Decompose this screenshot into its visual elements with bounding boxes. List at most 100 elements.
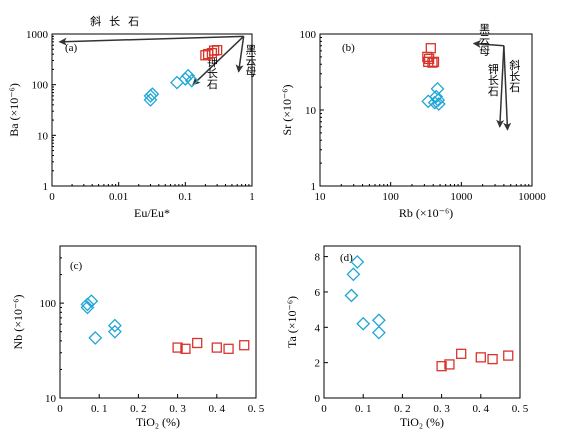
- panel-c-label: (c): [70, 260, 83, 272]
- panel-a-y-axis-label: Ba (×10⁻⁶): [7, 83, 21, 137]
- square-point: [456, 348, 467, 359]
- vector-label: 钾长石: [205, 55, 218, 89]
- square-point: [192, 337, 203, 349]
- y-tick-label: 4: [315, 322, 321, 334]
- diamond-point: [431, 93, 446, 108]
- y-tick-label: 8: [315, 252, 321, 264]
- panel-d-frame: [323, 245, 521, 399]
- panel-a-ticks: 0 0.01 0.1 1 1 10 100 1000: [26, 29, 255, 203]
- square-point: [208, 45, 220, 56]
- diamond-point: [350, 254, 365, 269]
- diamond-point: [145, 87, 160, 102]
- panel-a-frame: [51, 33, 253, 187]
- x-tick-label: 0. 1: [91, 403, 108, 415]
- x-tick-label: 1: [249, 191, 255, 203]
- panel-c-x-axis-label: TiO₂ (%): [136, 415, 180, 429]
- y-tick-label: 2: [315, 358, 321, 370]
- vector-arrow: [58, 35, 244, 46]
- x-tick-label: 0: [49, 191, 55, 203]
- vector-label: 钾长石: [486, 62, 499, 96]
- x-tick-label: 0.1: [178, 191, 192, 203]
- x-tick-label: 0. 4: [473, 403, 490, 415]
- square-point: [211, 342, 222, 353]
- square-point: [436, 361, 447, 372]
- panel-a: (a) Eu/Eu* Ba (×10⁻⁶) 0 0.01 0.1 1 1 10 100 100…: [7, 15, 257, 220]
- vector-arrow: [472, 40, 504, 49]
- vector-label: 斜长石: [508, 59, 521, 92]
- diamond-point: [181, 68, 196, 83]
- x-tick-label: 0.01: [109, 191, 128, 203]
- x-tick-label: 0: [321, 403, 327, 415]
- panel-d-ticks: 0 0. 1 0. 2 0. 3 0. 4 0. 5 0 2 4 6 8: [315, 252, 529, 415]
- vector-label: 黑云母: [244, 44, 257, 78]
- square-point: [487, 353, 498, 365]
- x-tick-label: 0: [57, 403, 63, 415]
- square-point: [428, 56, 440, 68]
- x-tick-label: 0. 3: [169, 403, 186, 415]
- diamond-point: [344, 288, 359, 303]
- panel-d-y-axis-label: Ta (×10⁻⁶): [285, 296, 299, 348]
- diamond-point: [371, 313, 386, 328]
- panel-a-label: (a): [65, 42, 78, 54]
- x-tick-label: 10000: [518, 191, 546, 203]
- panel-c-y-axis-label: Nb (×10⁻⁶): [11, 295, 25, 350]
- panel-b: (b) Rb (×10⁻⁶) Sr (×10⁻⁶) 10 100 1000 10000…: [280, 23, 546, 220]
- panel-c-marks: [80, 294, 250, 354]
- x-tick-label: 0. 1: [355, 403, 372, 415]
- diamond-point: [431, 97, 446, 111]
- square-point: [180, 343, 191, 354]
- diamond-point: [371, 325, 386, 340]
- y-tick-label: 100: [300, 29, 317, 41]
- panel-d-x-axis-label: TiO₂ (%): [400, 415, 444, 429]
- panel-d: (d) TiO₂ (%) Ta (×10⁻⁶) 0 0. 1 0. 2 0. 3 0. …: [285, 245, 529, 429]
- diamond-point: [143, 88, 158, 103]
- diamond-point: [356, 316, 371, 331]
- square-point: [427, 57, 438, 68]
- vector-arrow: [235, 36, 245, 73]
- panel-a-x-axis-label: Eu/Eu*: [134, 206, 170, 220]
- square-point: [503, 350, 514, 361]
- x-tick-label: 1000: [450, 191, 473, 203]
- diamond-point: [88, 330, 103, 345]
- panel-d-marks: [344, 254, 514, 372]
- panel-b-x-axis-label: Rb (×10⁻⁶): [399, 206, 453, 220]
- diamond-point: [107, 324, 122, 339]
- vector-arrow: [192, 35, 245, 86]
- vector-label: 斜长石: [90, 15, 147, 28]
- square-point: [206, 47, 218, 59]
- panel-d-label: (d): [340, 252, 353, 264]
- diamond-point: [170, 75, 184, 90]
- x-tick-label: 0. 5: [512, 403, 529, 415]
- y-tick-label: 1: [311, 181, 317, 193]
- y-tick-label: 10: [37, 130, 49, 142]
- panel-b-y-axis-label: Sr (×10⁻⁶): [280, 85, 294, 136]
- diamond-point: [143, 92, 158, 107]
- square-point: [223, 343, 234, 354]
- vector-label: 黑云母: [478, 23, 491, 57]
- panel-b-marks: [421, 43, 446, 111]
- y-tick-label: 100: [32, 80, 49, 92]
- square-point: [425, 43, 436, 54]
- square-point: [475, 352, 486, 363]
- x-tick-label: 10: [315, 191, 327, 203]
- x-tick-label: 0. 3: [433, 403, 450, 415]
- x-tick-label: 0. 2: [394, 403, 411, 415]
- diamond-point: [346, 267, 361, 282]
- y-tick-label: 0: [315, 393, 321, 405]
- y-tick-label: 1000: [26, 29, 49, 41]
- y-tick-label: 10: [305, 105, 317, 117]
- panel-b-label: (b): [342, 42, 355, 54]
- square-point: [172, 342, 183, 353]
- square-point: [211, 45, 223, 56]
- panel-c: (c) TiO₂ (%) Nb (×10⁻⁶) 0 0. 1 0. 2 0. 3 0. …: [11, 245, 265, 429]
- square-point: [444, 359, 455, 370]
- panel-a-marks: [143, 45, 223, 107]
- x-tick-label: 100: [382, 191, 399, 203]
- diamond-point: [184, 73, 199, 88]
- x-tick-label: 0. 5: [248, 403, 265, 415]
- y-tick-label: 6: [315, 287, 321, 299]
